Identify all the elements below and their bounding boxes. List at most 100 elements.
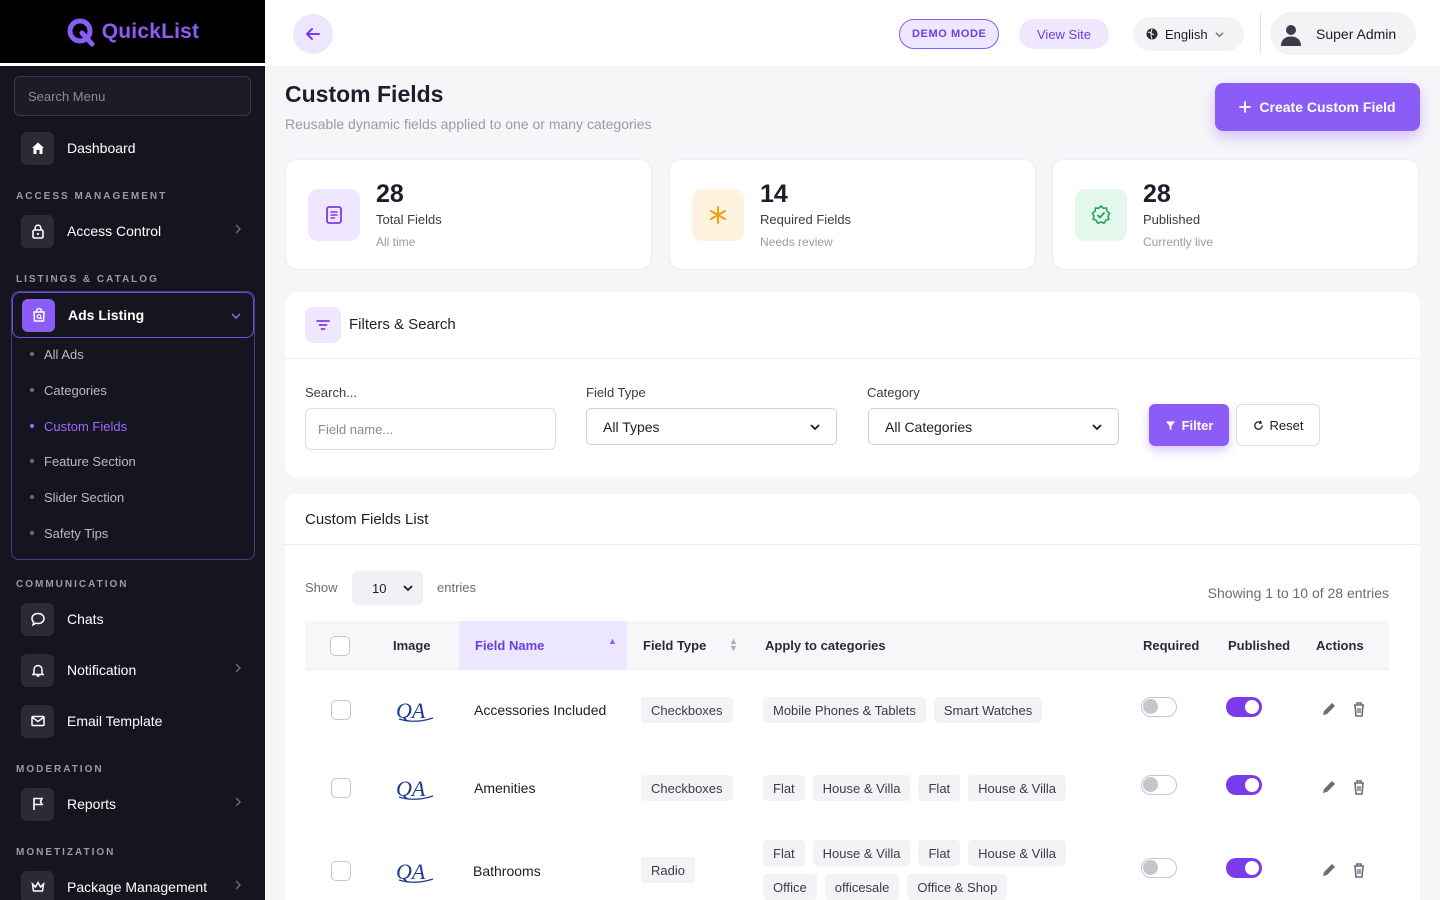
stat-note: Needs review — [760, 235, 833, 249]
sidebar-item-reports[interactable]: Reports — [10, 784, 255, 824]
category-chip: Mobile Phones & Tablets — [763, 697, 926, 723]
bullet-dot — [30, 531, 34, 535]
required-toggle[interactable] — [1141, 697, 1177, 717]
header-field-type[interactable]: Field Type ▲ ▼ — [643, 621, 743, 670]
sidebar-item-package-management[interactable]: Package Management — [10, 867, 255, 900]
field-type-chip: Checkboxes — [641, 697, 733, 723]
globe-icon — [1146, 28, 1158, 40]
bell-icon — [21, 653, 54, 687]
required-toggle[interactable] — [1141, 858, 1177, 878]
page-subtitle: Reusable dynamic fields applied to one o… — [285, 116, 652, 132]
sidebar-item-ads-listing[interactable]: Ads Listing — [12, 292, 254, 338]
sidebar-item-label: Reports — [67, 796, 117, 812]
sidebar-subitem-categories[interactable]: Categories — [30, 380, 107, 400]
select-all-checkbox[interactable] — [330, 635, 350, 656]
view-site-button[interactable]: View Site — [1019, 19, 1109, 49]
user-icon — [1281, 24, 1301, 46]
section-label-listings: LISTINGS & CATALOG — [16, 274, 159, 285]
categories-cell: Mobile Phones & Tablets Smart Watches — [763, 697, 1050, 723]
stat-value: 14 — [760, 180, 788, 208]
user-name: Super Admin — [1316, 25, 1397, 42]
header-field-name[interactable]: Field Name ▲ — [459, 621, 627, 670]
chevron-down-icon — [810, 423, 820, 430]
language-selector[interactable]: English — [1133, 17, 1244, 51]
row-image: QA — [395, 774, 435, 802]
row-checkbox-cell — [331, 700, 351, 720]
category-chip: officesale — [824, 874, 900, 900]
svg-text:QA: QA — [396, 859, 426, 884]
stat-value: 28 — [376, 180, 404, 208]
qa-logo-icon: QA — [396, 859, 434, 884]
pencil-icon[interactable] — [1320, 700, 1338, 718]
stat-label: Total Fields — [376, 212, 442, 227]
stat-card-total: 28 Total Fields All time — [285, 159, 652, 270]
trash-icon[interactable] — [1350, 778, 1368, 796]
page-length-select[interactable]: 10 — [352, 571, 423, 605]
search-input[interactable]: Field name... — [305, 408, 556, 450]
stat-card-required: 14 Required Fields Needs review — [669, 159, 1036, 270]
published-toggle[interactable] — [1226, 775, 1262, 795]
pencil-icon[interactable] — [1320, 861, 1338, 879]
sidebar-subitem-all-ads[interactable]: All Ads — [30, 344, 84, 364]
sidebar-subitem-safety-tips[interactable]: Safety Tips — [30, 523, 108, 543]
quicklist-logo-icon — [67, 18, 95, 46]
crown-icon — [21, 870, 54, 900]
category-value: All Categories — [885, 418, 973, 435]
published-toggle[interactable] — [1226, 697, 1262, 717]
row-checkbox[interactable] — [331, 861, 351, 881]
sidebar-item-chats[interactable]: Chats — [10, 599, 255, 639]
flag-icon — [21, 787, 54, 821]
stat-card-published: 28 Published Currently live — [1052, 159, 1419, 270]
pencil-icon[interactable] — [1320, 778, 1338, 796]
row-checkbox[interactable] — [331, 778, 351, 798]
demo-mode-badge: DEMO MODE — [899, 19, 1000, 49]
sidebar-subitem-slider-section[interactable]: Slider Section — [30, 487, 124, 507]
sidebar-item-dashboard[interactable]: Dashboard — [10, 128, 255, 168]
qa-logo-icon: QA — [396, 776, 434, 801]
section-label-access: ACCESS MANAGEMENT — [16, 191, 168, 202]
create-button-label: Create Custom Field — [1259, 99, 1396, 115]
actions-cell — [1320, 700, 1380, 718]
sort-icon: ▲ ▼ — [729, 636, 738, 653]
field-type-select[interactable]: All Types — [586, 408, 837, 445]
sidebar-subitem-feature-section[interactable]: Feature Section — [30, 451, 136, 471]
chevron-right-icon — [235, 224, 241, 234]
sidebar-subitem-label: All Ads — [44, 346, 84, 362]
row-checkbox[interactable] — [331, 700, 351, 720]
reset-button[interactable]: Reset — [1236, 404, 1320, 446]
field-type-cell: Checkboxes — [641, 697, 741, 723]
sidebar-item-access-control[interactable]: Access Control — [10, 211, 255, 251]
stat-label: Required Fields — [760, 212, 852, 227]
filters-header: Filters & Search — [285, 292, 1420, 359]
ads-listing-group: Ads Listing All Ads Categories Custom Fi… — [11, 291, 255, 560]
sidebar-item-notification[interactable]: Notification — [10, 650, 255, 690]
back-button[interactable] — [293, 14, 333, 54]
published-cell — [1226, 858, 1262, 878]
category-select[interactable]: All Categories — [868, 408, 1119, 445]
search-menu-input[interactable]: Search Menu — [14, 76, 251, 116]
custom-fields-table-card: Custom Fields List Show 10 entries Showi… — [285, 494, 1420, 900]
brand[interactable]: QuickList — [0, 0, 265, 66]
field-name-cell: Accessories Included — [474, 702, 607, 718]
field-type-value: All Types — [603, 418, 660, 435]
sidebar-item-email-template[interactable]: Email Template — [10, 701, 255, 741]
filter-button-label: Filter — [1181, 417, 1214, 433]
table-header: Image Field Name ▲ Field Type ▲ ▼ Apply t… — [305, 621, 1389, 670]
row-image: QA — [395, 696, 435, 724]
trash-icon[interactable] — [1350, 700, 1368, 718]
home-icon — [21, 131, 54, 165]
published-toggle[interactable] — [1226, 858, 1262, 878]
filter-button[interactable]: Filter — [1149, 404, 1229, 446]
funnel-icon — [1165, 420, 1175, 430]
create-custom-field-button[interactable]: Create Custom Field — [1215, 83, 1420, 131]
user-menu[interactable]: Super Admin — [1270, 12, 1416, 55]
field-name-cell: Amenities — [474, 780, 536, 796]
arrow-left-icon — [306, 28, 320, 40]
required-cell — [1141, 697, 1177, 717]
shopping-bag-search-icon — [22, 298, 55, 332]
category-chip: Flat — [918, 840, 961, 866]
sidebar-subitem-custom-fields[interactable]: Custom Fields — [30, 416, 127, 436]
header-required: Required — [1143, 638, 1200, 653]
trash-icon[interactable] — [1350, 861, 1368, 879]
required-toggle[interactable] — [1141, 775, 1177, 795]
